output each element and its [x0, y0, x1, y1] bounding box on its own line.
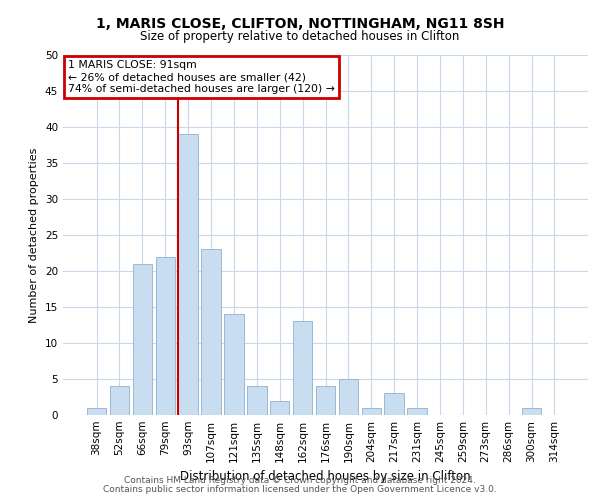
Bar — [293, 322, 313, 415]
Bar — [247, 386, 266, 415]
Text: Contains public sector information licensed under the Open Government Licence v3: Contains public sector information licen… — [103, 484, 497, 494]
Text: 1 MARIS CLOSE: 91sqm
← 26% of detached houses are smaller (42)
74% of semi-detac: 1 MARIS CLOSE: 91sqm ← 26% of detached h… — [68, 60, 335, 94]
Bar — [202, 250, 221, 415]
Y-axis label: Number of detached properties: Number of detached properties — [29, 148, 40, 322]
Bar — [362, 408, 381, 415]
Bar — [110, 386, 129, 415]
Bar — [316, 386, 335, 415]
Bar — [407, 408, 427, 415]
Text: Contains HM Land Registry data © Crown copyright and database right 2024.: Contains HM Land Registry data © Crown c… — [124, 476, 476, 485]
Bar — [133, 264, 152, 415]
Bar — [155, 256, 175, 415]
Bar — [385, 394, 404, 415]
Bar — [224, 314, 244, 415]
Text: Size of property relative to detached houses in Clifton: Size of property relative to detached ho… — [140, 30, 460, 43]
Text: 1, MARIS CLOSE, CLIFTON, NOTTINGHAM, NG11 8SH: 1, MARIS CLOSE, CLIFTON, NOTTINGHAM, NG1… — [96, 18, 504, 32]
X-axis label: Distribution of detached houses by size in Clifton: Distribution of detached houses by size … — [180, 470, 471, 484]
Bar — [522, 408, 541, 415]
Bar — [270, 400, 289, 415]
Bar — [87, 408, 106, 415]
Bar — [338, 379, 358, 415]
Bar — [178, 134, 198, 415]
